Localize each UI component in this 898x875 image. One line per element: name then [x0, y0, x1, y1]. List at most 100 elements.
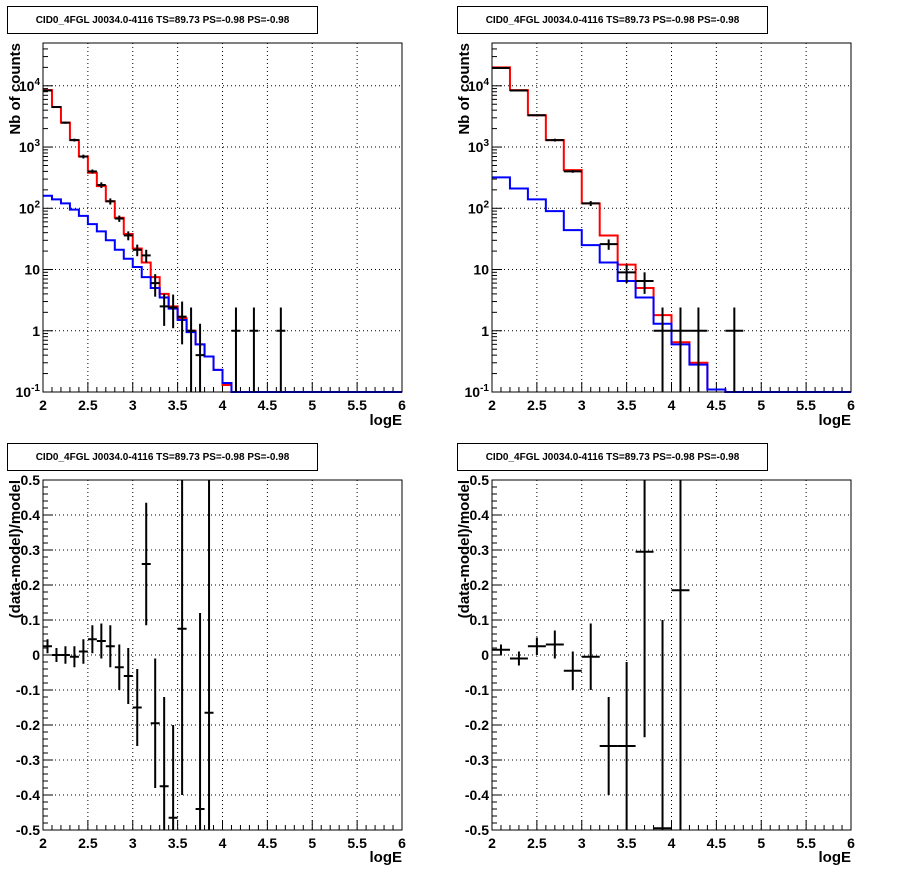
- x-tick-label: 5: [757, 397, 765, 413]
- panel-4: 2 2.5 3 3.5 4 4.5 5 5.5 6 -0.5 -0.4 -0.3 -0.2 -0.1 0 0.…: [456, 472, 855, 866]
- y-tick-label: 0: [32, 647, 40, 663]
- x-tick-label: 4.5: [707, 835, 727, 851]
- x-tick-label: 2: [39, 835, 47, 851]
- plot-frame: [491, 479, 852, 831]
- y-tick-label: -0.5: [465, 822, 489, 838]
- x-tick-label: 6: [398, 397, 406, 413]
- x-tick-label: 3.5: [617, 835, 637, 851]
- data-point: [132, 669, 142, 746]
- data-point: [509, 89, 528, 92]
- y-tick-label: 0.3: [470, 542, 490, 558]
- x-tick-label: 5: [308, 397, 316, 413]
- x-tick-label: 4: [219, 835, 227, 851]
- data-point: [141, 502, 151, 626]
- y-tick-label-exponent: 2: [34, 199, 40, 210]
- y-tick-label-exponent: -1: [480, 383, 489, 394]
- data-point: [105, 198, 115, 205]
- y-tick-label: 104: [19, 77, 41, 94]
- data-point: [725, 307, 744, 392]
- x-tick-label: 5.5: [347, 835, 367, 851]
- data-point: [545, 138, 564, 142]
- y-tick-label-base: 10: [19, 139, 35, 155]
- data-point: [617, 264, 636, 284]
- data-point: [51, 106, 61, 109]
- y-tick-label: 0.5: [470, 472, 490, 488]
- data-point: [168, 725, 178, 830]
- y-axis-label: (data-model)/model: [7, 480, 24, 618]
- data-point: [43, 639, 52, 654]
- data-point: [492, 644, 510, 655]
- plot-frame: [42, 479, 403, 831]
- plot-area: [43, 43, 402, 392]
- panel-1-title: CID0_4FGL J0034.0-4116 TS=89.73 PS=-0.98…: [7, 6, 318, 34]
- data-point: [599, 697, 618, 795]
- x-tick-label: 4.5: [258, 835, 278, 851]
- y-tick-label: 0.4: [21, 507, 41, 523]
- data-point: [653, 620, 672, 830]
- x-tick-label: 4: [668, 835, 676, 851]
- panel-2-title: CID0_4FGL J0034.0-4116 TS=89.73 PS=-0.98…: [457, 6, 768, 34]
- data-point: [509, 651, 528, 666]
- y-tick-label-base: 10: [19, 78, 35, 94]
- x-tick-label: 3: [578, 397, 586, 413]
- data-point: [150, 274, 160, 297]
- y-tick-label: 1: [481, 323, 489, 339]
- y-tick-label: 0.5: [21, 472, 41, 488]
- data-point: [195, 613, 205, 830]
- data-point: [114, 215, 124, 222]
- x-tick-label: 3.5: [168, 397, 188, 413]
- y-axis-label: (data-model)/model: [456, 480, 473, 618]
- data-point: [249, 307, 259, 392]
- y-tick-label-exponent: 4: [483, 77, 489, 88]
- data-point: [69, 646, 79, 668]
- y-tick-label: 0.1: [21, 612, 41, 628]
- data-point: [581, 201, 600, 206]
- y-tick-label: 0.2: [21, 577, 41, 593]
- data-point: [653, 307, 672, 392]
- x-tick-label: 2.5: [527, 397, 547, 413]
- data-point: [150, 658, 160, 788]
- data-point: [492, 67, 510, 70]
- y-tick-label-base: 10: [19, 200, 35, 216]
- y-tick-label: 10-1: [465, 383, 490, 400]
- y-tick-label: 102: [468, 199, 490, 216]
- y-tick-label: 0.4: [470, 507, 490, 523]
- data-point: [635, 480, 654, 738]
- data-point: [69, 138, 79, 142]
- panel-4-title: CID0_4FGL J0034.0-4116 TS=89.73 PS=-0.98…: [457, 443, 768, 471]
- x-tick-label: 5: [757, 835, 765, 851]
- data-point: [114, 644, 124, 690]
- data-point: [563, 651, 582, 690]
- data-point: [78, 639, 88, 664]
- data-point: [177, 301, 187, 345]
- y-tick-label: -0.2: [16, 717, 40, 733]
- data-point: [635, 272, 654, 294]
- y-axis-label: Nb of counts: [456, 43, 473, 135]
- data-point: [671, 307, 690, 392]
- data-point: [43, 89, 52, 92]
- y-tick-label: -0.3: [16, 752, 40, 768]
- y-tick-label: 0.2: [470, 577, 490, 593]
- x-axis-label: logE: [819, 849, 852, 866]
- x-tick-label: 3: [578, 835, 586, 851]
- x-tick-label: 6: [398, 835, 406, 851]
- y-tick-label: 103: [19, 138, 41, 155]
- data-point: [545, 630, 564, 659]
- y-tick-label-exponent: -1: [31, 383, 40, 394]
- x-axis-label: logE: [370, 849, 403, 866]
- data-point: [617, 662, 636, 830]
- x-tick-label: 2.5: [78, 835, 98, 851]
- panel-3-title: CID0_4FGL J0034.0-4116 TS=89.73 PS=-0.98…: [7, 443, 318, 471]
- data-point: [599, 239, 618, 250]
- data-point: [51, 648, 61, 662]
- x-tick-label: 5.5: [796, 835, 816, 851]
- data-point: [168, 294, 178, 329]
- data-point: [671, 480, 690, 830]
- data-point: [527, 114, 546, 117]
- panel-3: 2 2.5 3 3.5 4 4.5 5 5.5 6 -0.5 -0.4 -0.3 -0.2 -0.1 0 0.…: [7, 472, 406, 866]
- y-tick-label: -0.4: [16, 787, 40, 803]
- y-tick-label: -0.1: [16, 682, 40, 698]
- x-tick-label: 2: [488, 397, 496, 413]
- y-tick-label: -0.5: [16, 822, 40, 838]
- y-tick-label-exponent: 3: [483, 138, 489, 149]
